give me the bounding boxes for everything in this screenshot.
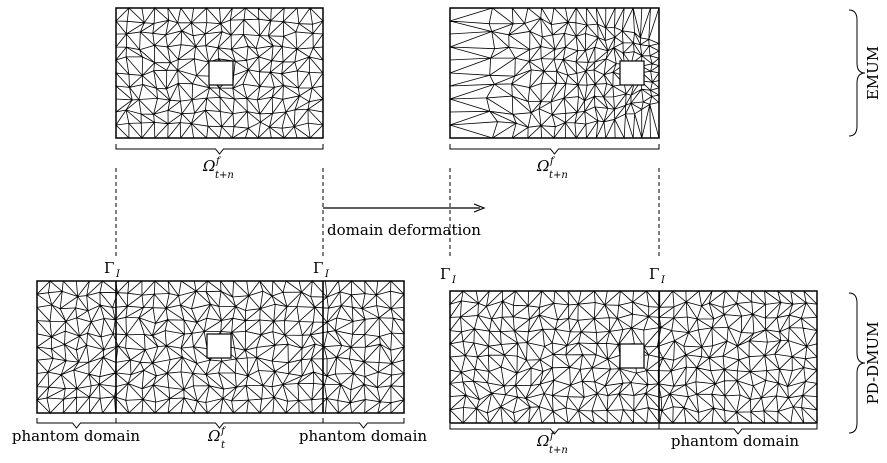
deformation-arrow [323,203,486,213]
mesh-border [36,280,405,414]
svg-text:Γ: Γ [313,259,323,277]
svg-text:f: f [549,431,556,442]
mesh-border [449,7,660,139]
obstacle-hole [208,60,234,86]
svg-text:t+n: t+n [215,170,234,181]
under-brace [449,424,660,435]
braces [36,144,818,435]
omega-label-top-right: Ω f t+n [536,156,568,181]
emum-side-brace [848,9,866,137]
pddmum-original-mesh [35,279,406,415]
under-brace [322,418,405,429]
mesh-edges [448,289,818,425]
under-brace [115,144,324,155]
emum-label: EMUM [864,46,882,100]
obstacle-hole [206,333,232,359]
svg-text:I: I [660,275,666,286]
svg-text:Ω: Ω [536,432,549,450]
mesh-border [449,290,818,424]
svg-text:f: f [220,426,227,437]
svg-text:Γ: Γ [649,265,659,283]
svg-text:I: I [451,275,457,286]
phantom-domain-label-middle: phantom domain [299,427,428,445]
svg-text:Γ: Γ [104,259,114,277]
svg-text:Ω: Ω [202,157,215,175]
mesh-edges [35,279,406,415]
svg-text:I: I [115,269,121,280]
svg-text:Γ: Γ [440,265,450,283]
dashed-connectors [115,168,660,258]
emum-original-mesh [114,6,325,140]
svg-text:I: I [324,269,330,280]
gamma-label-3: Γ I [440,265,457,286]
pddmum-label: PD-DMUM [864,322,882,405]
pddmum-side-brace [848,292,866,434]
phantom-domain-label-left: phantom domain [12,427,141,445]
gamma-label-1: Γ I [104,259,121,280]
gamma-label-2: Γ I [313,259,330,280]
omega-label-top-left: Ω f t+n [202,156,234,181]
obstacle-hole [619,60,645,86]
under-brace [658,424,818,435]
omega-label-bottom-right: Ω f t+n [536,431,568,456]
mesh-edges [449,7,661,140]
mesh-border [115,7,324,139]
emum-deformed-mesh [449,7,661,140]
svg-text:f: f [549,156,556,167]
under-brace [449,144,660,155]
pddmum-deformed-mesh [448,289,818,425]
domain-deformation-label: domain deformation [327,221,481,239]
svg-text:Ω: Ω [207,427,220,445]
svg-text:Ω: Ω [536,157,549,175]
omega-label-bottom-left: Ω f t [207,426,227,451]
svg-text:t+n: t+n [549,445,568,456]
phantom-domain-label-right: phantom domain [671,432,800,450]
gamma-label-4: Γ I [649,265,666,286]
obstacle-hole [619,343,645,369]
svg-text:t+n: t+n [549,170,568,181]
svg-text:f: f [215,156,222,167]
svg-text:t: t [221,440,226,451]
